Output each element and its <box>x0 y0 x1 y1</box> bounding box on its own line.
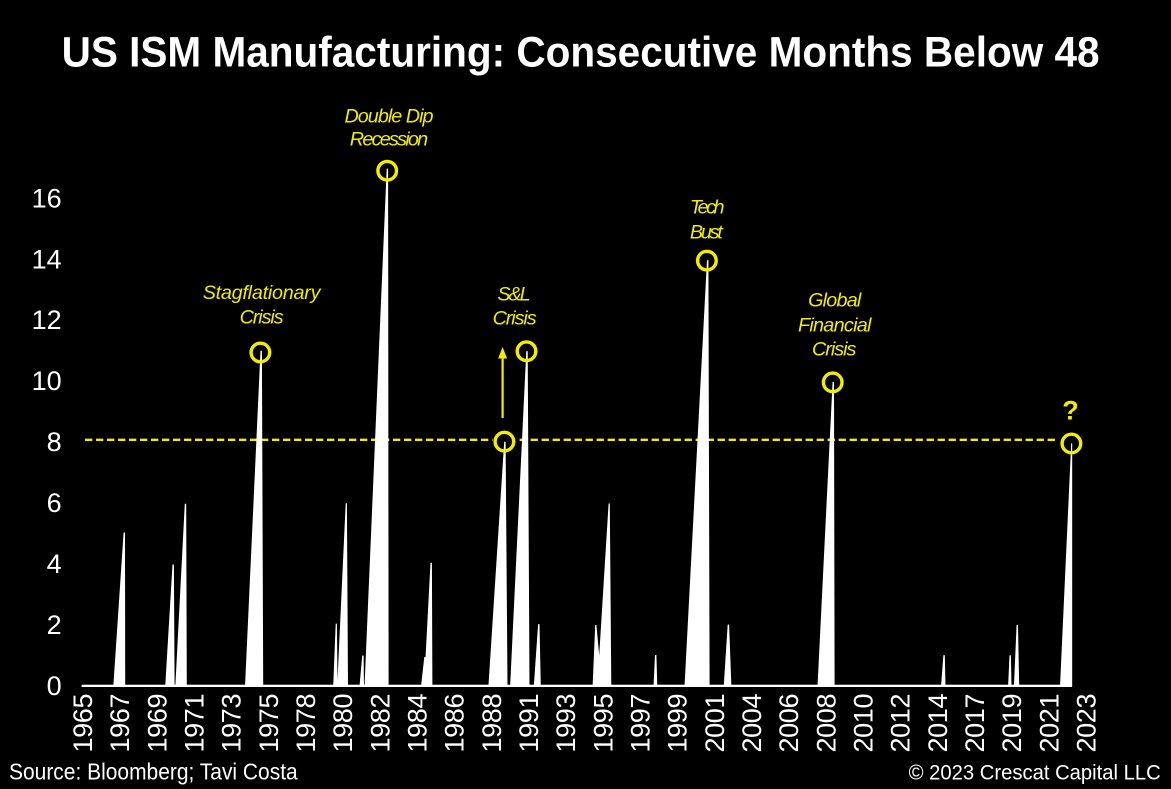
svg-text:Stagflationary: Stagflationary <box>203 282 322 304</box>
svg-text:1973: 1973 <box>217 694 247 753</box>
svg-text:1978: 1978 <box>291 694 321 753</box>
svg-text:2012: 2012 <box>886 694 916 753</box>
svg-text:Crisis: Crisis <box>240 307 284 329</box>
svg-text:1965: 1965 <box>68 694 98 753</box>
svg-text:?: ? <box>1062 395 1079 425</box>
svg-text:12: 12 <box>32 305 62 335</box>
svg-text:US ISM Manufacturing: Consecut: US ISM Manufacturing: Consecutive Months… <box>62 29 1100 77</box>
svg-text:2023: 2023 <box>1071 694 1101 753</box>
svg-text:0: 0 <box>47 671 62 701</box>
svg-text:1969: 1969 <box>142 694 172 753</box>
svg-text:1999: 1999 <box>663 694 693 753</box>
svg-text:Bust: Bust <box>690 221 724 243</box>
svg-text:1984: 1984 <box>402 694 432 753</box>
svg-text:2021: 2021 <box>1034 694 1064 753</box>
svg-text:2004: 2004 <box>737 694 767 753</box>
svg-text:2008: 2008 <box>811 694 841 753</box>
svg-text:1997: 1997 <box>625 694 655 753</box>
svg-text:14: 14 <box>32 244 62 274</box>
svg-text:1993: 1993 <box>551 694 581 753</box>
svg-text:1971: 1971 <box>179 694 209 753</box>
svg-text:2: 2 <box>47 610 62 640</box>
svg-text:16: 16 <box>32 183 62 213</box>
svg-text:Crisis: Crisis <box>493 308 537 330</box>
svg-text:1982: 1982 <box>365 694 395 753</box>
svg-text:1975: 1975 <box>254 694 284 753</box>
svg-text:Financial: Financial <box>798 314 872 336</box>
svg-text:1988: 1988 <box>477 694 507 753</box>
svg-text:2014: 2014 <box>923 694 953 753</box>
svg-text:Global: Global <box>808 290 862 312</box>
svg-text:1980: 1980 <box>328 694 358 753</box>
svg-text:2019: 2019 <box>997 694 1027 753</box>
svg-text:1991: 1991 <box>514 694 544 753</box>
svg-text:2001: 2001 <box>700 694 730 753</box>
svg-text:1986: 1986 <box>440 694 470 753</box>
svg-text:1967: 1967 <box>105 694 135 753</box>
svg-text:8: 8 <box>47 427 62 457</box>
svg-text:S&L: S&L <box>497 284 530 306</box>
svg-text:Tech: Tech <box>690 197 725 219</box>
svg-text:1995: 1995 <box>588 694 618 753</box>
svg-text:2010: 2010 <box>848 694 878 753</box>
svg-text:Crisis: Crisis <box>812 339 856 361</box>
svg-text:4: 4 <box>47 549 62 579</box>
svg-text:10: 10 <box>32 366 62 396</box>
svg-text:Recession: Recession <box>350 129 428 151</box>
svg-text:2017: 2017 <box>960 694 990 753</box>
svg-text:© 2023 Crescat Capital LLC: © 2023 Crescat Capital LLC <box>909 760 1161 784</box>
svg-text:Double Dip: Double Dip <box>344 106 433 128</box>
svg-text:2006: 2006 <box>774 694 804 753</box>
svg-text:6: 6 <box>47 488 62 518</box>
svg-text:Source: Bloomberg; Tavi Costa: Source: Bloomberg; Tavi Costa <box>9 758 298 784</box>
